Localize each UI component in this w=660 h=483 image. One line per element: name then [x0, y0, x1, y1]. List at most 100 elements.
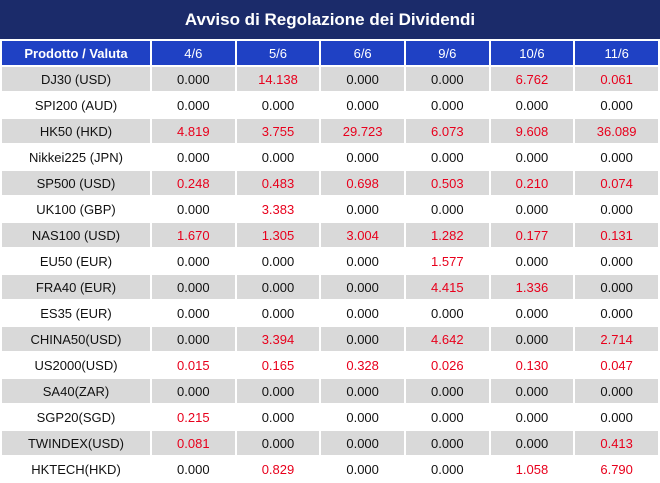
value-cell: 0.503	[405, 171, 489, 195]
value-cell: 0.165	[236, 353, 320, 377]
table-row: UK100 (GBP) 0.000 3.383 0.000 0.000 0.000 0.00…	[2, 197, 658, 221]
value-cell: 0.000	[575, 275, 658, 299]
value-cell: 0.829	[236, 457, 320, 481]
table-header: Prodotto / Valuta 4/6 5/6 6/6 9/6 10/6 1…	[2, 41, 658, 65]
value-cell: 0.000	[405, 457, 489, 481]
value-cell: 0.000	[405, 431, 489, 455]
dividend-table: Prodotto / Valuta 4/6 5/6 6/6 9/6 10/6 1…	[0, 39, 660, 483]
product-cell: US2000(USD)	[2, 353, 150, 377]
value-cell: 0.000	[405, 67, 489, 91]
product-cell: DJ30 (USD)	[2, 67, 150, 91]
value-cell: 0.000	[236, 249, 320, 273]
value-cell: 0.000	[321, 145, 404, 169]
value-cell: 0.000	[152, 197, 235, 221]
header-date: 11/6	[575, 41, 658, 65]
value-cell: 0.698	[321, 171, 404, 195]
value-cell: 0.000	[490, 379, 574, 403]
value-cell: 3.755	[236, 119, 320, 143]
value-cell: 0.000	[405, 301, 489, 325]
value-cell: 0.000	[321, 249, 404, 273]
table-row: ES35 (EUR) 0.000 0.000 0.000 0.000 0.000 0.000	[2, 301, 658, 325]
product-cell: SP500 (USD)	[2, 171, 150, 195]
value-cell: 0.000	[236, 301, 320, 325]
value-cell: 0.000	[321, 301, 404, 325]
value-cell: 0.000	[490, 431, 574, 455]
value-cell: 3.004	[321, 223, 404, 247]
value-cell: 0.000	[405, 145, 489, 169]
value-cell: 0.000	[321, 431, 404, 455]
value-cell: 0.000	[321, 379, 404, 403]
product-cell: EU50 (EUR)	[2, 249, 150, 273]
value-cell: 4.642	[405, 327, 489, 351]
value-cell: 3.394	[236, 327, 320, 351]
value-cell: 0.000	[236, 405, 320, 429]
value-cell: 0.000	[321, 67, 404, 91]
value-cell: 0.000	[152, 93, 235, 117]
value-cell: 9.608	[490, 119, 574, 143]
table-row: US2000(USD) 0.015 0.165 0.328 0.026 0.130 0.04…	[2, 353, 658, 377]
value-cell: 0.000	[490, 327, 574, 351]
product-cell: Nikkei225 (JPN)	[2, 145, 150, 169]
product-cell: HK50 (HKD)	[2, 119, 150, 143]
table-row: TWINDEX(USD) 0.081 0.000 0.000 0.000 0.000 0.4…	[2, 431, 658, 455]
value-cell: 0.131	[575, 223, 658, 247]
value-cell: 0.130	[490, 353, 574, 377]
value-cell: 6.073	[405, 119, 489, 143]
table-body: DJ30 (USD) 0.000 14.138 0.000 0.000 6.762 0.06…	[2, 67, 658, 481]
value-cell: 0.177	[490, 223, 574, 247]
table-row: HKTECH(HKD) 0.000 0.829 0.000 0.000 1.058 6.79…	[2, 457, 658, 481]
value-cell: 0.000	[405, 405, 489, 429]
table-row: CHINA50(USD) 0.000 3.394 0.000 4.642 0.000 2.7…	[2, 327, 658, 351]
value-cell: 0.000	[236, 275, 320, 299]
value-cell: 0.000	[575, 197, 658, 221]
value-cell: 0.000	[575, 145, 658, 169]
value-cell: 1.336	[490, 275, 574, 299]
table-row: SPI200 (AUD) 0.000 0.000 0.000 0.000 0.000 0.0…	[2, 93, 658, 117]
value-cell: 0.000	[490, 301, 574, 325]
product-cell: FRA40 (EUR)	[2, 275, 150, 299]
value-cell: 0.000	[152, 67, 235, 91]
page-title: Avviso di Regolazione dei Dividendi	[0, 0, 660, 39]
value-cell: 29.723	[321, 119, 404, 143]
value-cell: 0.000	[152, 457, 235, 481]
value-cell: 14.138	[236, 67, 320, 91]
product-cell: SPI200 (AUD)	[2, 93, 150, 117]
product-cell: CHINA50(USD)	[2, 327, 150, 351]
table-row: SA40(ZAR) 0.000 0.000 0.000 0.000 0.000 0.000	[2, 379, 658, 403]
value-cell: 0.248	[152, 171, 235, 195]
value-cell: 0.081	[152, 431, 235, 455]
value-cell: 0.074	[575, 171, 658, 195]
table-row: NAS100 (USD) 1.670 1.305 3.004 1.282 0.177 0.1…	[2, 223, 658, 247]
value-cell: 0.000	[236, 431, 320, 455]
product-cell: UK100 (GBP)	[2, 197, 150, 221]
value-cell: 0.061	[575, 67, 658, 91]
product-cell: SGP20(SGD)	[2, 405, 150, 429]
value-cell: 0.000	[490, 145, 574, 169]
value-cell: 0.000	[152, 379, 235, 403]
value-cell: 6.762	[490, 67, 574, 91]
header-date: 5/6	[236, 41, 320, 65]
value-cell: 0.483	[236, 171, 320, 195]
value-cell: 0.000	[490, 93, 574, 117]
value-cell: 0.000	[575, 379, 658, 403]
header-row: Prodotto / Valuta 4/6 5/6 6/6 9/6 10/6 1…	[2, 41, 658, 65]
value-cell: 0.026	[405, 353, 489, 377]
value-cell: 0.000	[575, 301, 658, 325]
value-cell: 1.305	[236, 223, 320, 247]
value-cell: 0.000	[490, 249, 574, 273]
value-cell: 1.577	[405, 249, 489, 273]
value-cell: 0.328	[321, 353, 404, 377]
header-date: 6/6	[321, 41, 404, 65]
value-cell: 4.415	[405, 275, 489, 299]
value-cell: 0.000	[575, 405, 658, 429]
value-cell: 0.015	[152, 353, 235, 377]
product-cell: SA40(ZAR)	[2, 379, 150, 403]
product-cell: HKTECH(HKD)	[2, 457, 150, 481]
value-cell: 0.413	[575, 431, 658, 455]
header-date: 9/6	[405, 41, 489, 65]
value-cell: 0.000	[236, 93, 320, 117]
value-cell: 1.670	[152, 223, 235, 247]
value-cell: 0.000	[152, 327, 235, 351]
table-row: Nikkei225 (JPN) 0.000 0.000 0.000 0.000 0.000…	[2, 145, 658, 169]
table-row: SP500 (USD) 0.248 0.483 0.698 0.503 0.210 0.07…	[2, 171, 658, 195]
